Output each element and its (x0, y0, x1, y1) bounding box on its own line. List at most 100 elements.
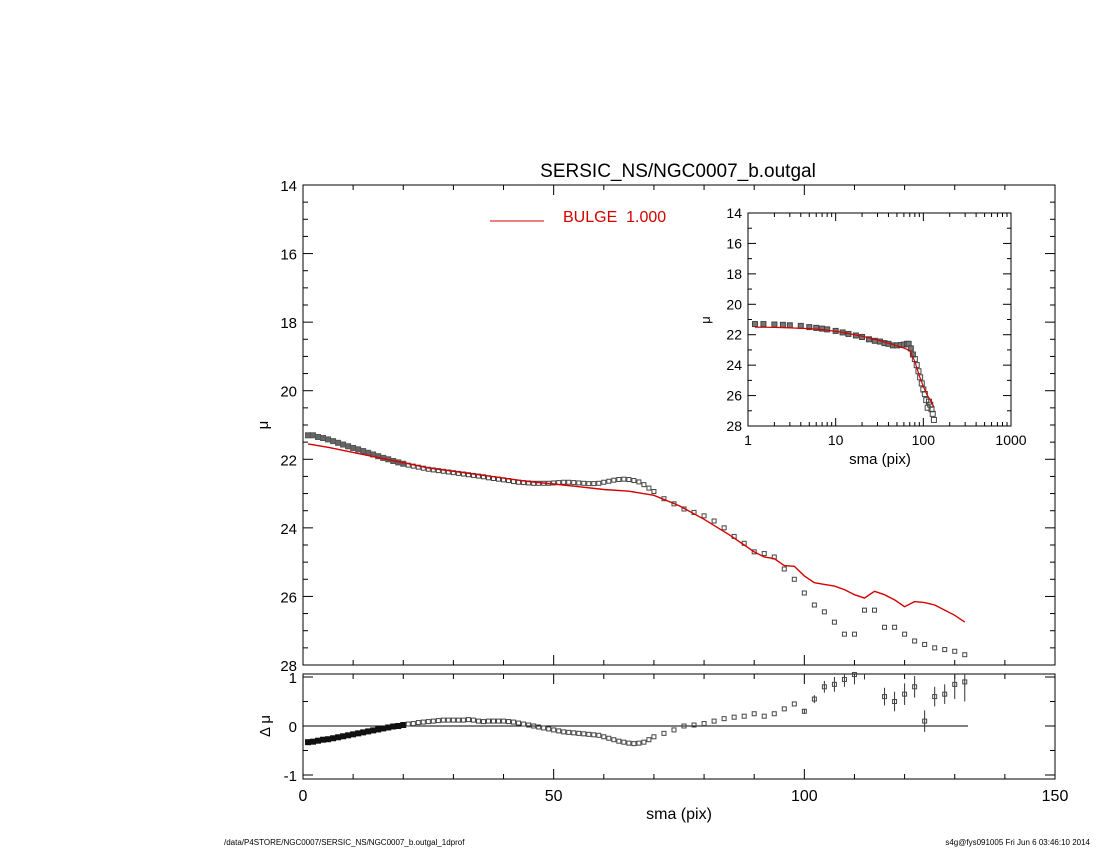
data-point (952, 648, 958, 654)
residual-point (681, 723, 687, 729)
residual-point (485, 718, 491, 724)
residual-point (626, 740, 632, 746)
main-y-tick-label: 26 (280, 589, 297, 606)
residual-point (581, 731, 587, 737)
inset-data-point (917, 374, 924, 381)
data-point (761, 551, 767, 557)
residual-point (465, 717, 471, 723)
data-point (791, 576, 797, 582)
data-point (606, 478, 612, 484)
data-point (320, 435, 327, 442)
residual-point (811, 696, 817, 702)
residual-point (576, 730, 582, 736)
inset-data-point (929, 410, 936, 417)
data-point (631, 478, 637, 484)
residual-point (531, 723, 537, 729)
inset-data-point (930, 416, 937, 423)
inset-y-tick-label: 16 (726, 235, 742, 251)
inset-x-tick-label: 1000 (995, 432, 1026, 448)
data-point (310, 432, 317, 439)
residual-point (831, 681, 837, 687)
data-point (861, 607, 867, 613)
main-y-tick-label: 24 (280, 521, 297, 538)
data-point (912, 638, 918, 644)
data-point (325, 436, 332, 443)
inset-data-point (779, 321, 786, 328)
data-point (781, 566, 787, 572)
inset-data-point (806, 324, 813, 331)
inset-y-tick-label: 20 (726, 296, 742, 312)
inset-plot-frame (747, 212, 1012, 427)
inset-data-point (751, 321, 758, 328)
main-ticks (302, 184, 1056, 666)
residual-point (445, 717, 451, 723)
residual-point (430, 718, 436, 724)
residual-point (621, 739, 627, 745)
footer-file-path: /data/P4STORE/NGC0007/SERSIC_NS/NGC0007_… (224, 838, 465, 847)
residual-point (315, 737, 322, 744)
inset-x-tick-labels: 1 10 100 1000 (744, 432, 1027, 448)
inset-data-point (865, 336, 872, 343)
residual-point (596, 732, 602, 738)
residual-point (912, 684, 918, 690)
residual-point (561, 729, 567, 735)
residual-point (370, 727, 377, 734)
residual-point (365, 728, 372, 735)
residual-point (420, 719, 426, 725)
residual-x-tick-label: 150 (1042, 788, 1069, 805)
data-point (851, 631, 857, 637)
residual-point (440, 717, 446, 723)
residual-point (601, 734, 607, 740)
inset-y-axis-label: μ (698, 316, 713, 324)
main-profile-panel: SERSIC_NS/NGC0007_b.outgal 14 16 18 20 22 24 2… (255, 161, 1056, 675)
inset-y-tick-label: 26 (726, 388, 742, 404)
residual-point (591, 732, 597, 738)
residual-point (651, 734, 657, 740)
data-point (821, 609, 827, 615)
main-y-tick-label: 20 (280, 384, 297, 401)
data-point (596, 480, 602, 486)
data-point (551, 480, 557, 486)
residual-point (475, 718, 481, 724)
residual-point (375, 726, 382, 733)
residual-point (606, 735, 612, 741)
data-point (576, 480, 582, 486)
data-point (305, 432, 312, 439)
residual-point (731, 714, 737, 720)
data-point (611, 477, 617, 483)
residual-point (551, 727, 557, 733)
residual-point (671, 727, 677, 733)
data-point (701, 513, 707, 519)
residual-point (526, 722, 532, 728)
residual-point (952, 681, 958, 687)
residual-point (305, 739, 312, 746)
residual-point (781, 706, 787, 712)
residual-point (701, 721, 707, 727)
residual-point (470, 717, 476, 723)
residual-y-tick-label: -1 (284, 768, 297, 785)
data-point (841, 631, 847, 637)
data-point (621, 476, 627, 482)
residual-point (841, 676, 847, 682)
residual-ticks (302, 674, 1056, 779)
residual-point (320, 736, 327, 743)
data-point (571, 480, 577, 486)
data-point (872, 607, 878, 613)
data-point (355, 446, 362, 453)
residual-point (380, 725, 387, 732)
residual-point (691, 722, 697, 728)
inset-ticks (747, 212, 1012, 427)
data-point (942, 647, 948, 653)
residual-point (325, 736, 332, 743)
residual-point (851, 672, 857, 678)
data-point (932, 645, 938, 651)
residual-point (480, 719, 486, 725)
residual-point (892, 699, 898, 704)
residual-point (350, 731, 357, 738)
inset-data-point (771, 321, 778, 328)
residual-point (711, 718, 717, 724)
residual-point (335, 734, 342, 741)
chart-title: SERSIC_NS/NGC0007_b.outgal (540, 161, 816, 182)
residual-point (942, 691, 948, 697)
